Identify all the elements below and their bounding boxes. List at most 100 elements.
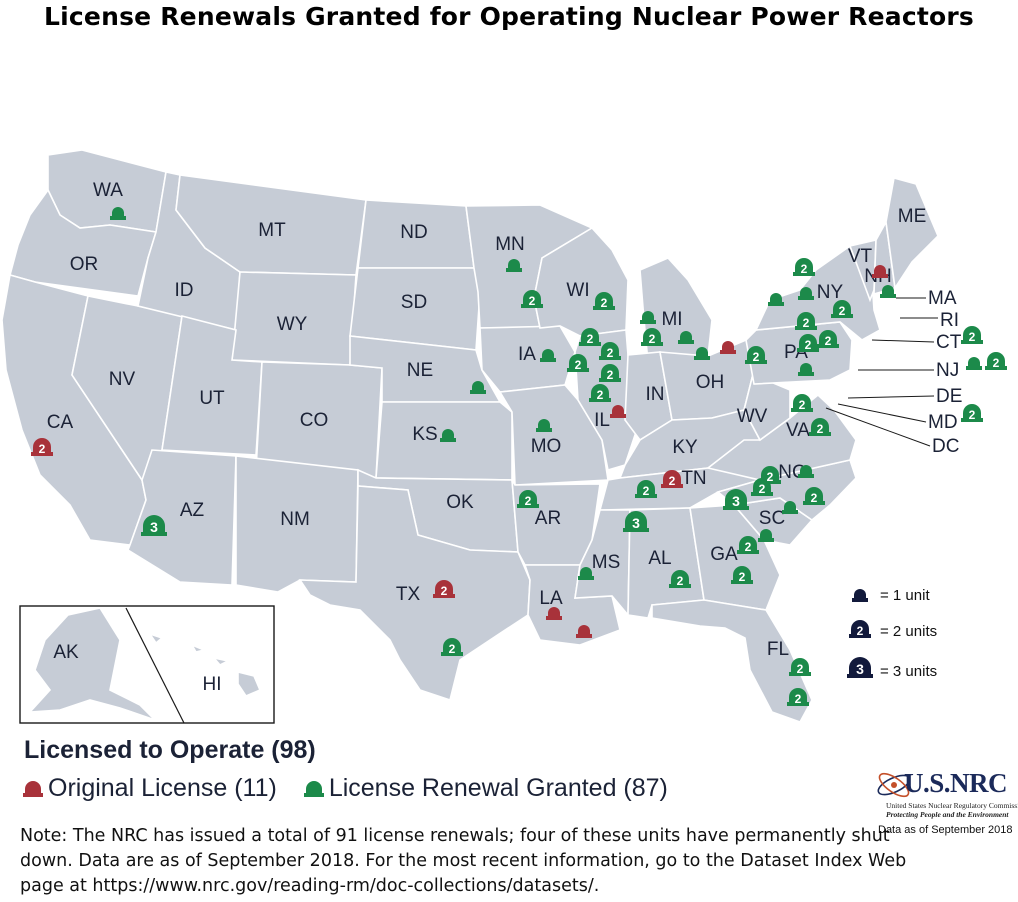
svg-text:2: 2	[839, 304, 846, 318]
svg-text:3: 3	[856, 661, 864, 677]
svg-text:2: 2	[449, 642, 456, 656]
state-label-ky: KY	[672, 437, 698, 458]
svg-text:3: 3	[150, 519, 158, 535]
svg-text:2: 2	[441, 584, 448, 598]
state-label-wa: WA	[93, 180, 123, 201]
state-label-mn: MN	[495, 234, 525, 255]
svg-text:2: 2	[669, 474, 676, 488]
reactor-marker-ne-6	[470, 381, 486, 394]
callout-label-ct: CT	[936, 332, 962, 353]
svg-text:2: 2	[803, 316, 810, 330]
state-label-fl: FL	[767, 639, 789, 660]
callout-label-de: DE	[936, 386, 962, 407]
state-label-tn: TN	[681, 468, 706, 489]
footnote: Note: The NRC has issued a total of 91 l…	[20, 826, 907, 896]
state-label-nv: NV	[109, 369, 136, 390]
state-label-ar: AR	[535, 508, 561, 529]
callout-line-dc	[825, 407, 931, 447]
svg-text:2: 2	[597, 388, 604, 402]
reactor-marker-pa-46: 2	[797, 334, 819, 352]
svg-text:2: 2	[643, 484, 650, 498]
state-label-ia: IA	[518, 344, 536, 365]
reactor-marker-nh-53	[872, 265, 888, 278]
callout-label-ri: RI	[940, 310, 959, 331]
svg-text:2: 2	[39, 442, 46, 456]
reactor-marker-nc-41: 2	[803, 487, 825, 505]
reactor-marker-nc-39: 2	[759, 466, 781, 484]
state-label-tx: TX	[396, 584, 421, 605]
state-label-sc: SC	[759, 508, 785, 529]
svg-text:2: 2	[649, 332, 656, 346]
reactor-marker-ct-55: 2	[961, 326, 983, 344]
svg-text:2: 2	[811, 491, 818, 505]
state-label-wy: WY	[277, 314, 308, 335]
nrc-logo: U.S.NRC United States Nuclear Regulatory…	[872, 764, 1018, 824]
state-label-va: VA	[786, 420, 810, 441]
label-layer: WA OR CA NV ID MT WY UT CO AZ NM ND SD NE KS OK TX MN IA MO…	[47, 180, 926, 695]
reactor-marker-pa-47	[798, 363, 814, 376]
svg-text:2: 2	[525, 494, 532, 508]
state-label-ak: AK	[53, 642, 79, 663]
reactor-marker-al-29: 3	[623, 511, 649, 532]
reactor-marker-al-30: 2	[669, 570, 691, 588]
reactor-marker-il-21	[610, 405, 626, 418]
svg-text:3: 3	[632, 515, 640, 531]
state-label-wi: WI	[566, 280, 589, 301]
svg-text:2: 2	[575, 358, 582, 372]
original-license-icon	[23, 780, 43, 797]
reactor-marker-il-19: 2	[599, 364, 621, 382]
licensed-to-operate-heading: Licensed to Operate (98)	[24, 736, 316, 764]
state-label-ut: UT	[199, 388, 225, 409]
reactor-marker-fl-33: 2	[789, 658, 811, 676]
reactor-marker-ny-50	[768, 293, 784, 306]
state-mo	[498, 384, 609, 486]
reactor-marker-nj-57: 2	[985, 352, 1007, 370]
unit-legend: = 1 unit 2 = 2 units 3 = 3 units	[847, 587, 937, 680]
svg-text:2: 2	[797, 662, 804, 676]
callout-label-dc: DC	[932, 436, 959, 457]
svg-text:2: 2	[805, 338, 812, 352]
state-label-ne: NE	[407, 360, 433, 381]
svg-text:2: 2	[607, 368, 614, 382]
unit-legend-icon-3: 3	[847, 657, 873, 678]
svg-text:2: 2	[969, 330, 976, 344]
reactor-marker-mn-8: 2	[521, 290, 543, 308]
reactor-marker-nc-40	[798, 465, 814, 478]
reactor-marker-pa-48: 2	[817, 330, 839, 348]
reactor-marker-sc-37	[758, 529, 774, 542]
state-label-co: CO	[300, 410, 329, 431]
callout-label-md: MD	[928, 412, 958, 433]
state-label-mt: MT	[258, 220, 286, 241]
state-label-ga: GA	[710, 544, 738, 565]
reactor-marker-fl-34: 2	[787, 688, 809, 706]
reactor-marker-tx-4: 2	[441, 638, 463, 656]
reactor-marker-il-16: 2	[579, 328, 601, 346]
state-or	[9, 188, 158, 297]
nrc-wordmark: U.S.NRC	[904, 768, 1008, 798]
reactor-marker-ma-54	[880, 285, 896, 298]
reactor-marker-tx-3: 2	[433, 580, 455, 598]
reactor-marker-mi-23: 2	[641, 328, 663, 346]
callout-line-ct	[871, 339, 935, 343]
reactor-marker-la-12	[546, 607, 562, 620]
reactor-marker-il-18: 2	[567, 354, 589, 372]
reactor-marker-sc-35: 3	[723, 489, 749, 510]
reactor-marker-ca-1: 2	[31, 438, 53, 456]
unit-legend-label-1: = 1 unit	[880, 587, 930, 604]
reactor-marker-wi-15: 2	[593, 292, 615, 310]
svg-text:2: 2	[529, 294, 536, 308]
inset-frame	[19, 605, 275, 724]
reactor-marker-ks-5	[440, 429, 456, 442]
state-fl	[651, 599, 813, 723]
state-tx	[298, 485, 531, 702]
state-label-az: AZ	[180, 500, 205, 521]
svg-text:2: 2	[993, 356, 1000, 370]
reactor-marker-oh-26	[720, 341, 736, 354]
reactor-marker-ms-14	[578, 567, 594, 580]
state-label-vt: VT	[848, 246, 873, 267]
reactor-marker-ga-32: 2	[731, 566, 753, 584]
state-label-mo: MO	[531, 436, 562, 457]
state-label-or: OR	[70, 254, 99, 275]
svg-text:2: 2	[767, 470, 774, 484]
